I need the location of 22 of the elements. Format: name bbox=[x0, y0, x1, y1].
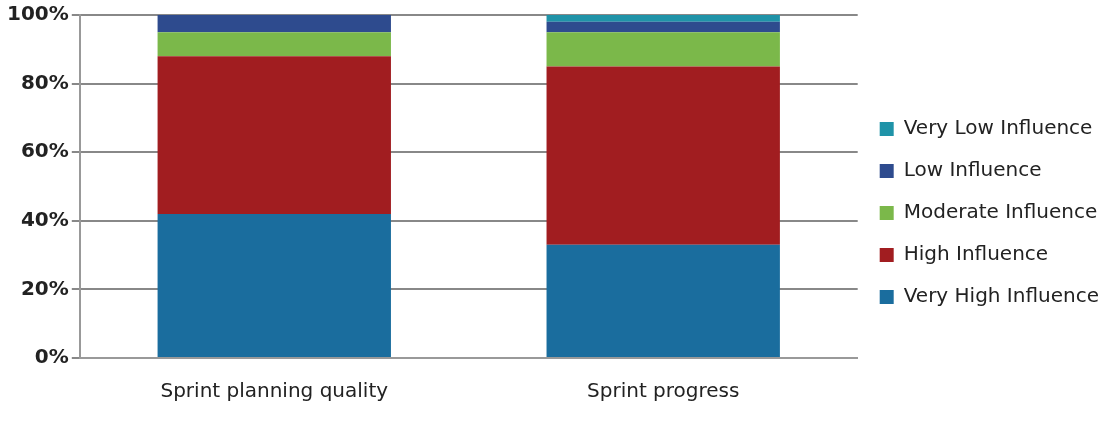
y-tick-label: 0% bbox=[34, 344, 69, 369]
y-tick-label: 60% bbox=[20, 138, 69, 163]
bar bbox=[157, 15, 391, 33]
y-tick-label: 80% bbox=[20, 69, 69, 94]
bar bbox=[546, 21, 780, 33]
bar bbox=[546, 244, 780, 357]
y-tick-label: 20% bbox=[20, 275, 69, 300]
legend-label: Low Influence bbox=[903, 157, 1042, 182]
x-tick-label: Sprint planning quality bbox=[160, 378, 389, 403]
legend-label: Moderate Influence bbox=[903, 199, 1098, 224]
legend-label: Very High Influence bbox=[903, 283, 1100, 308]
y-tick-label: 100% bbox=[6, 1, 69, 26]
bar bbox=[546, 66, 780, 245]
bar bbox=[157, 32, 391, 57]
y-tick-label: 40% bbox=[20, 207, 69, 231]
x-tick-label: Sprint progress bbox=[587, 378, 740, 403]
bar bbox=[157, 56, 391, 214]
legend-label: Very Low Influence bbox=[903, 115, 1093, 140]
legend-label: High Influence bbox=[903, 241, 1049, 266]
bar bbox=[546, 32, 780, 67]
bar bbox=[546, 15, 780, 22]
bar bbox=[157, 213, 391, 357]
